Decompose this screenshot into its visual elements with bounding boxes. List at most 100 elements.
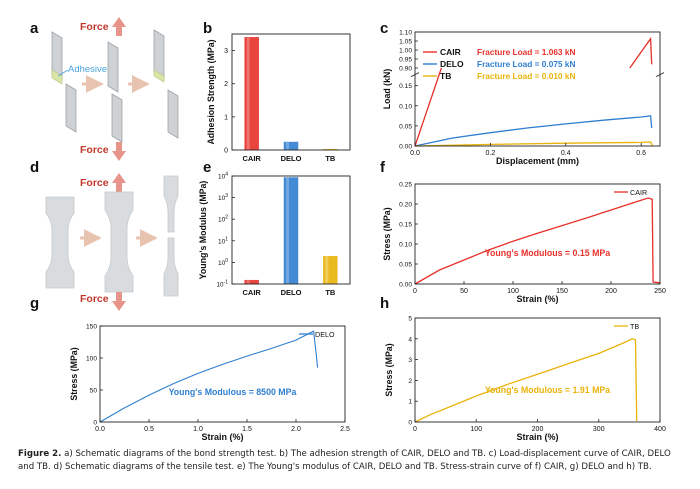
x-tick-label-delo: DELO (281, 288, 302, 297)
y-tick-label-0: 100 (218, 258, 228, 267)
adhesive-label: Adhesive (68, 64, 107, 75)
force-label-bottom-d: Force (80, 293, 109, 305)
y-tick-label-4: 104 (218, 172, 228, 181)
x-axis-label-h: Strain (%) (516, 432, 558, 442)
x-tick-label-delo: DELO (281, 154, 302, 163)
y-axis-label-h: Stress (MPa) (384, 343, 394, 396)
dogbone-specimen-3-lower (163, 237, 179, 297)
bar-highlight-tb (325, 256, 329, 284)
y-tick-label-0.25: 0.25 (399, 182, 412, 189)
x-tick-label-2: 2.0 (291, 426, 301, 433)
x-tick-label-tb: TB (325, 288, 336, 297)
x-tick-label-300: 300 (593, 426, 605, 433)
y-tick-label-4: 4 (408, 336, 412, 343)
force-arrow-down-icon (112, 142, 126, 161)
bar-highlight-delo (286, 177, 289, 284)
legend-label-cair: CAIR (630, 188, 647, 197)
x-tick-label-2.5: 2.5 (340, 426, 350, 433)
y-tick-label-5: 5 (408, 316, 412, 323)
panel-label-c: c (380, 20, 388, 37)
y-axis-label-b: Adhesion Strength (MPa) (206, 39, 216, 144)
panel-label-a: a (30, 20, 39, 37)
series-line-cair-0 (414, 197, 661, 285)
y-axis-label-f: Stress (MPa) (382, 207, 392, 260)
dogbone-specimen-2 (104, 191, 134, 293)
plot-frame-f (414, 183, 661, 285)
legend-label-delo: DELO (315, 330, 335, 339)
x-tick-label-1: 1.0 (193, 426, 203, 433)
y-tick-label-0.05: 0.05 (399, 262, 412, 269)
series-line-cair-1 (629, 36, 653, 69)
x-tick-label-1.5: 1.5 (242, 426, 252, 433)
adhesive-layer (51, 69, 63, 85)
legend-label-tb: TB (440, 71, 451, 81)
y-tick-label-0: 0 (408, 420, 412, 427)
y-tick-label-1: 101 (218, 236, 228, 245)
fracture-load-annotation-tb: Fracture Load = 0.010 kN (477, 71, 575, 81)
chart-b-adhesion-strength: CAIR DELO TB 0 1 2 3 Adhesion Strength (MPa) (206, 33, 351, 163)
plot-frame-g (99, 325, 346, 423)
plate-lower-mid (111, 93, 123, 143)
caption-text: a) Schematic diagrams of the bond streng… (18, 449, 671, 472)
x-tick-label-250: 250 (654, 288, 666, 295)
force-arrow-up-icon-d (112, 173, 126, 192)
y-tick-label-1.1: 1.10 (399, 30, 412, 37)
x-tick-label-cair: CAIR (242, 154, 261, 163)
bar-highlight-delo (286, 142, 289, 150)
y-tick-label-2: 102 (218, 215, 228, 224)
youngs-modulus-annotation-f: Young's Modulous = 0.15 MPa (485, 248, 610, 258)
y-axis-label-e: Young's Modulus (MPa) (198, 181, 208, 280)
x-tick-label-0.6: 0.6 (636, 150, 646, 157)
x-tick-label-0: 0.0 (95, 426, 105, 433)
y-tick-exponent: 4 (225, 172, 228, 178)
chart-f-cair-stress-strain: 0 50 100 150 200 250 0.00 0.05 0.10 0.15 0.20 0.25 S… (382, 182, 666, 305)
y-tick-label-0.95: 0.95 (399, 57, 412, 64)
plate-upper-mid (107, 41, 119, 93)
plate-lower-left (65, 83, 77, 133)
x-axis-label-g: Strain (%) (201, 432, 243, 442)
schematic-tensile-test: Force Force (45, 173, 179, 311)
y-tick-label-0: 0.00 (399, 282, 412, 289)
x-tick-label-100: 100 (507, 288, 519, 295)
plot-frame-h (414, 317, 661, 423)
x-tick-label-0.5: 0.5 (144, 426, 154, 433)
youngs-modulus-annotation-h: Young's Modulous = 1.91 MPa (485, 385, 610, 395)
legend-label-cair: CAIR (440, 47, 461, 57)
y-axis-label-c: Load (kN) (382, 69, 392, 110)
y-tick-label-0.15: 0.15 (399, 222, 412, 229)
x-tick-label-cair: CAIR (242, 288, 261, 297)
plot-frame-c (414, 31, 661, 147)
x-tick-label-100: 100 (470, 426, 482, 433)
y-tick-label-0: 0 (224, 148, 228, 155)
y-tick-label-1: 1 (224, 114, 228, 121)
series-line-delo-0 (99, 330, 319, 423)
legend-label-tb: TB (630, 322, 639, 331)
x-axis-label-f: Strain (%) (516, 294, 558, 304)
y-axis-label-g: Stress (MPa) (69, 347, 79, 400)
series-line-tb-0 (414, 338, 638, 423)
y-tick-label-2: 2 (408, 378, 412, 385)
plate-lower-right (167, 89, 179, 139)
y-tick-label-150: 150 (86, 324, 97, 331)
x-tick-label-0: 0 (413, 288, 417, 295)
dogbone-specimen-1 (45, 196, 75, 289)
y-tick-label-0: 0.00 (399, 144, 412, 151)
x-tick-label-tb: TB (325, 154, 336, 163)
youngs-modulus-annotation-g: Young's Modulous = 8500 MPa (169, 387, 297, 397)
plot-frame-e (231, 175, 351, 285)
panel-label-g: g (30, 295, 39, 312)
panel-label-f: f (380, 159, 386, 176)
schematic-bond-test: Force Adhesive Force (51, 17, 179, 161)
force-label-top: Force (80, 21, 109, 33)
plot-frame-b (231, 33, 351, 151)
y-tick-label-2: 2 (224, 81, 228, 88)
chart-c-load-displacement: 0.0 0.2 0.4 0.6 0.00 0.05 0.10 0.15 0.90 0.95 1.00… (382, 30, 665, 166)
x-tick-label-0: 0 (413, 426, 417, 433)
x-tick-label-150: 150 (556, 288, 568, 295)
y-tick-label--1: 10-1 (216, 280, 228, 289)
y-tick-exponent: 0 (225, 258, 228, 264)
caption-label: Figure 2. (18, 449, 62, 459)
y-tick-label-0.2: 0.20 (399, 202, 412, 209)
